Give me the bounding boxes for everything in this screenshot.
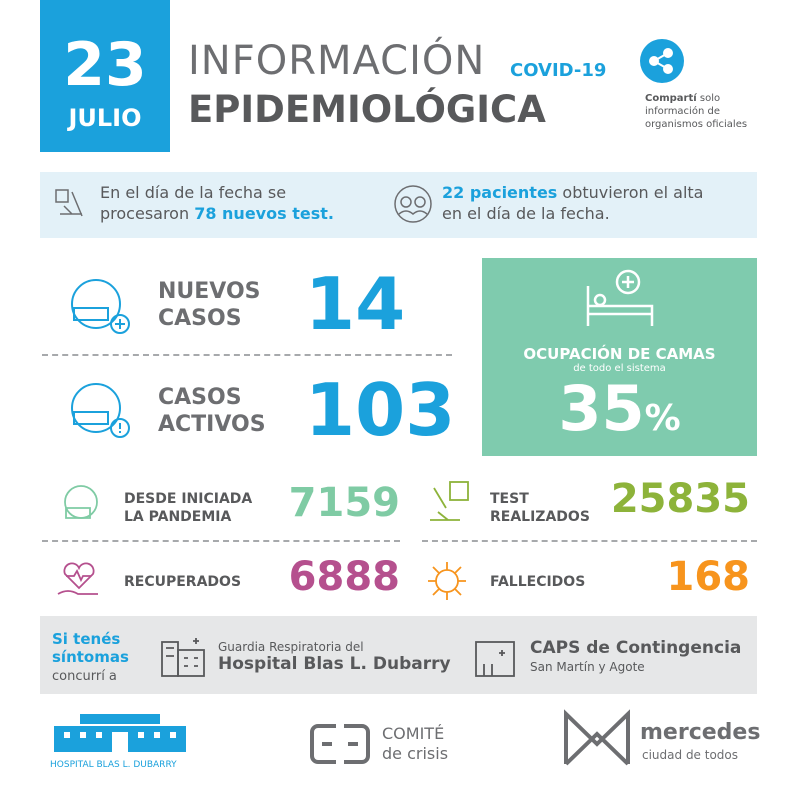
label-line: LA PANDEMIA [124, 509, 232, 525]
caps-address: San Martín y Agote [530, 660, 645, 674]
hospital-icon [161, 638, 205, 677]
microscope-icon [430, 481, 469, 521]
deaths-value: 168 [666, 554, 751, 600]
beds-number: 35 [558, 372, 645, 445]
divider [422, 540, 757, 542]
caps-name: CAPS de Contingencia [530, 638, 742, 658]
info-bar [40, 172, 757, 238]
new-cases-label: NUEVOS CASOS [158, 278, 261, 332]
title-line1: INFORMACIÓN [188, 38, 486, 84]
tests-text: En el día de la fecha se [100, 183, 287, 202]
hospital-logo [54, 714, 186, 752]
since-start-label: DESDE INICIADA LA PANDEMIA [124, 490, 252, 526]
city-tag: ciudad de todos [642, 748, 739, 762]
beds-value: 35% [482, 372, 757, 445]
symptoms-line: Si tenés [52, 630, 121, 648]
date-box [40, 0, 170, 152]
label-line: NUEVOS [158, 279, 261, 304]
symptoms-band [40, 616, 757, 694]
discharged-highlight: 22 pacientes [442, 183, 558, 202]
beds-box [482, 258, 757, 456]
label-line: CASOS [158, 306, 242, 331]
tests-text: procesaron [100, 204, 190, 223]
comite-line: COMITÉ [382, 724, 445, 743]
active-cases-label: CASOS ACTIVOS [158, 384, 266, 438]
beds-unit: % [644, 398, 681, 439]
since-start-value: 7159 [288, 480, 400, 526]
symptoms-line: síntomas [52, 648, 129, 666]
label-line: TEST [490, 491, 529, 507]
label-line: ACTIVOS [158, 412, 266, 437]
deaths-label: FALLECIDOS [490, 574, 586, 590]
caps-icon [475, 641, 515, 677]
new-cases-value: 14 [305, 262, 406, 346]
comite-line: de crisis [382, 744, 449, 763]
divider [42, 540, 400, 542]
lab-icon [55, 189, 83, 217]
beds-label: OCUPACIÓN DE CAMAS [523, 345, 716, 363]
tests-note: En el día de la fecha se procesaron 78 n… [100, 182, 334, 224]
label-line: DESDE INICIADA [124, 491, 253, 507]
tests-total-value: 25835 [610, 476, 750, 522]
recovered-label: RECUPERADOS [124, 574, 242, 590]
share-text: organismos oficiales [645, 119, 748, 130]
beds-sublabel: de todo el sistema [573, 363, 666, 374]
tests-total-label: TEST REALIZADOS [490, 490, 590, 526]
discharged-text: obtuvieron el alta [562, 183, 704, 202]
patients-icon [394, 185, 432, 223]
virus-icon [428, 562, 466, 600]
date-month: JULIO [68, 104, 142, 132]
recovered-value: 6888 [288, 554, 400, 600]
pandemic-icon [64, 485, 98, 519]
label-line: CASOS [158, 385, 242, 410]
covid-tag: COVID-19 [510, 60, 607, 81]
share-text: solo [699, 93, 721, 104]
bed-icon [586, 269, 654, 326]
mercedes-logo [564, 709, 630, 766]
active-cases-icon [71, 383, 130, 438]
hospital-small: Guardia Respiratoria del [218, 640, 364, 654]
symptoms-note: Si tenés síntomas concurrí a [52, 630, 129, 685]
divider [42, 354, 452, 356]
share-note: Compartí solo información de organismos … [645, 92, 747, 131]
share-bold: Compartí [645, 93, 697, 104]
discharged-note: 22 pacientes obtuvieron el alta en el dí… [442, 182, 703, 224]
comite-text: COMITÉ de crisis [382, 724, 448, 764]
symptoms-line: concurrí a [52, 669, 117, 684]
label-line: REALIZADOS [490, 509, 590, 525]
hospital-logo-text: HOSPITAL BLAS L. DUBARRY [50, 760, 177, 770]
share-text: información de [645, 106, 720, 117]
date-day: 23 [63, 30, 147, 100]
tests-highlight: 78 nuevos test. [194, 204, 334, 223]
active-cases-value: 103 [305, 368, 456, 452]
new-cases-icon [71, 279, 130, 334]
hospital-name: Hospital Blas L. Dubarry [218, 654, 451, 674]
discharged-text: en el día de la fecha. [442, 204, 610, 223]
heart-icon [57, 562, 98, 595]
share-button[interactable] [639, 38, 685, 84]
comite-logo [310, 724, 370, 764]
title-line2: EPIDEMIOLÓGICA [188, 88, 546, 131]
city-name: mercedes [640, 720, 761, 745]
